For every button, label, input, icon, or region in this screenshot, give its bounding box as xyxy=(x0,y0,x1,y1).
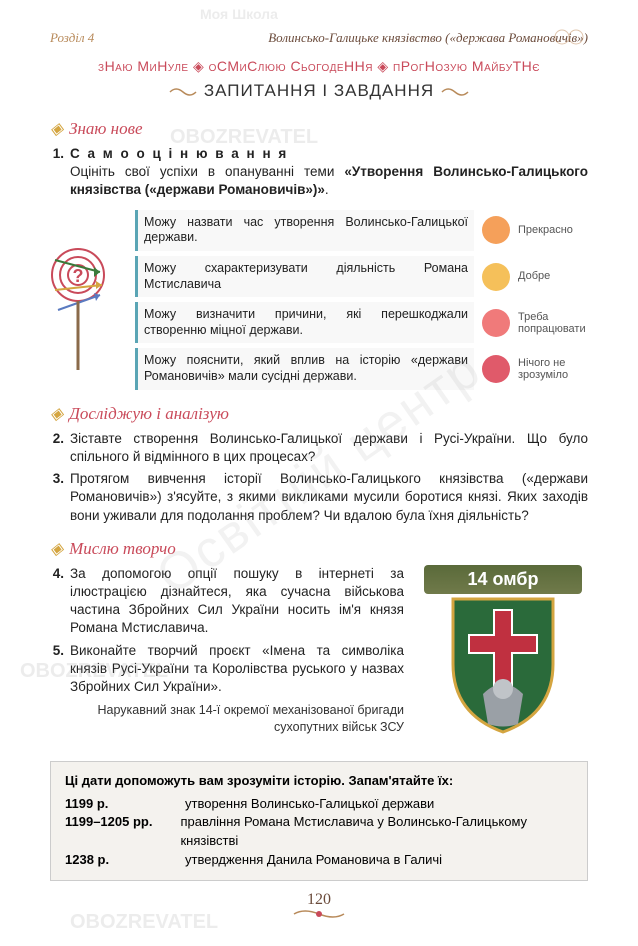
dates-year-2: 1199–1205 рр. xyxy=(65,813,180,851)
emblem-shield-icon xyxy=(443,594,563,734)
assess-text-2: Можу схарактеризувати діяльність Романа … xyxy=(135,256,474,297)
q3-row: 3. Протягом вивчення історії Волинсько-Г… xyxy=(50,470,588,525)
assess-text-3: Можу визначити причини, які перешкоджали… xyxy=(135,302,474,343)
face-icon-good xyxy=(482,263,510,291)
dates-year-3: 1238 р. xyxy=(65,851,185,870)
dates-row: 1199–1205 рр. правління Романа Мстислави… xyxy=(65,813,573,851)
corner-ornament-icon xyxy=(552,26,588,48)
q1-intro-a: Оцініть свої успіхи в опануванні теми xyxy=(70,164,344,179)
emblem: 14 омбр xyxy=(418,565,588,734)
dates-row: 1199 р. утворення Волинсько-Галицької де… xyxy=(65,795,573,814)
subheading-know-text: Знаю нове xyxy=(69,119,142,138)
assess-text-4: Можу пояснити, який вплив на історію «де… xyxy=(135,348,474,389)
motto-line: зНаю МиНуле ◈ оСМиСлюю СьогодеННя ◈ пРог… xyxy=(50,58,588,75)
rating-label-4: Нічого не зрозуміло xyxy=(518,357,588,381)
emblem-caption: Нарукавний знак 14-ї окремої механізован… xyxy=(50,702,404,735)
rating-label-3: Треба попрацювати xyxy=(518,311,588,335)
face-icon-nothing xyxy=(482,355,510,383)
svg-text:?: ? xyxy=(73,266,84,286)
diamond-icon: ◈ xyxy=(50,404,63,423)
main-heading: ЗАПИТАННЯ І ЗАВДАННЯ xyxy=(50,81,588,101)
q2-num: 2. xyxy=(50,430,64,466)
subheading-analyze: ◈ Досліджую і аналізую xyxy=(50,404,588,424)
q1-row: 1. С а м о о ц і н ю в а н н я Оцініть с… xyxy=(50,145,588,200)
dates-row: 1238 р. утвердження Данила Романовича в … xyxy=(65,851,573,870)
assess-text-1: Можу назвати час утворення Волинсько-Гал… xyxy=(135,210,474,251)
ornament-left-icon xyxy=(168,85,198,99)
q2-row: 2. Зіставте створення Волинсько-Галицько… xyxy=(50,430,588,466)
emblem-banner: 14 омбр xyxy=(424,565,582,594)
assess-row: Можу визначити причини, які перешкоджали… xyxy=(135,302,588,343)
watermark-top: Моя Школа xyxy=(200,6,278,22)
q1-label: С а м о о ц і н ю в а н н я xyxy=(70,146,288,161)
q3-num: 3. xyxy=(50,470,64,525)
q4-num: 4. xyxy=(50,565,64,638)
dates-box: Ці дати допоможуть вам зрозуміти історію… xyxy=(50,761,588,881)
ornament-right-icon xyxy=(440,85,470,99)
q3-text: Протягом вивчення історії Волинсько-Гали… xyxy=(70,470,588,525)
rating-label-2: Добре xyxy=(518,270,588,282)
dates-text-1: утворення Волинсько-Галицької держави xyxy=(185,795,434,814)
q4-text: За допомогою опції пошуку в інтернеті за… xyxy=(70,565,404,638)
dates-year-1: 1199 р. xyxy=(65,795,185,814)
q4-row: 4. За допомогою опції пошуку в інтернеті… xyxy=(50,565,404,638)
q1-num: 1. xyxy=(50,145,64,200)
subheading-creative: ◈ Мислю творчо xyxy=(50,539,588,559)
q2-text: Зіставте створення Волинсько-Галицької д… xyxy=(70,430,588,466)
dates-text-3: утвердження Данила Романовича в Галичі xyxy=(185,851,442,870)
assess-row: Можу назвати час утворення Волинсько-Гал… xyxy=(135,210,588,251)
assess-row: Можу схарактеризувати діяльність Романа … xyxy=(135,256,588,297)
dates-text-2: правління Романа Мстиславича у Волинсько… xyxy=(180,813,573,851)
chapter-title: Волинсько-Галицьке князівство («держава … xyxy=(268,30,588,46)
diamond-icon: ◈ xyxy=(50,119,63,138)
main-heading-text: ЗАПИТАННЯ І ЗАВДАННЯ xyxy=(204,81,434,100)
bottom-ornament xyxy=(50,907,588,926)
page-header: Розділ 4 Волинсько-Галицьке князівство (… xyxy=(50,30,588,46)
target-icon: ? xyxy=(50,210,125,380)
dates-title: Ці дати допоможуть вам зрозуміти історію… xyxy=(65,772,573,791)
creative-block: 4. За допомогою опції пошуку в інтернеті… xyxy=(50,565,588,735)
q1-intro-c: . xyxy=(325,182,329,197)
q5-num: 5. xyxy=(50,642,64,697)
subheading-creative-text: Мислю творчо xyxy=(69,539,176,558)
q5-row: 5. Виконайте творчий проєкт «Імена та си… xyxy=(50,642,404,697)
subheading-know: ◈ Знаю нове xyxy=(50,119,588,139)
diamond-icon: ◈ xyxy=(50,539,63,558)
assess-rows: Можу назвати час утворення Волинсько-Гал… xyxy=(135,210,588,390)
subheading-analyze-text: Досліджую і аналізую xyxy=(69,404,229,423)
face-icon-excellent xyxy=(482,216,510,244)
assess-row: Можу пояснити, який вплив на історію «де… xyxy=(135,348,588,389)
section-label: Розділ 4 xyxy=(50,30,94,46)
face-icon-needwork xyxy=(482,309,510,337)
rating-label-1: Прекрасно xyxy=(518,224,588,236)
assessment-block: ? Можу назвати час утворення Волинсько-Г… xyxy=(50,210,588,390)
bottom-ornament-icon xyxy=(289,907,349,921)
q5-text: Виконайте творчий проєкт «Імена та симво… xyxy=(70,642,404,697)
